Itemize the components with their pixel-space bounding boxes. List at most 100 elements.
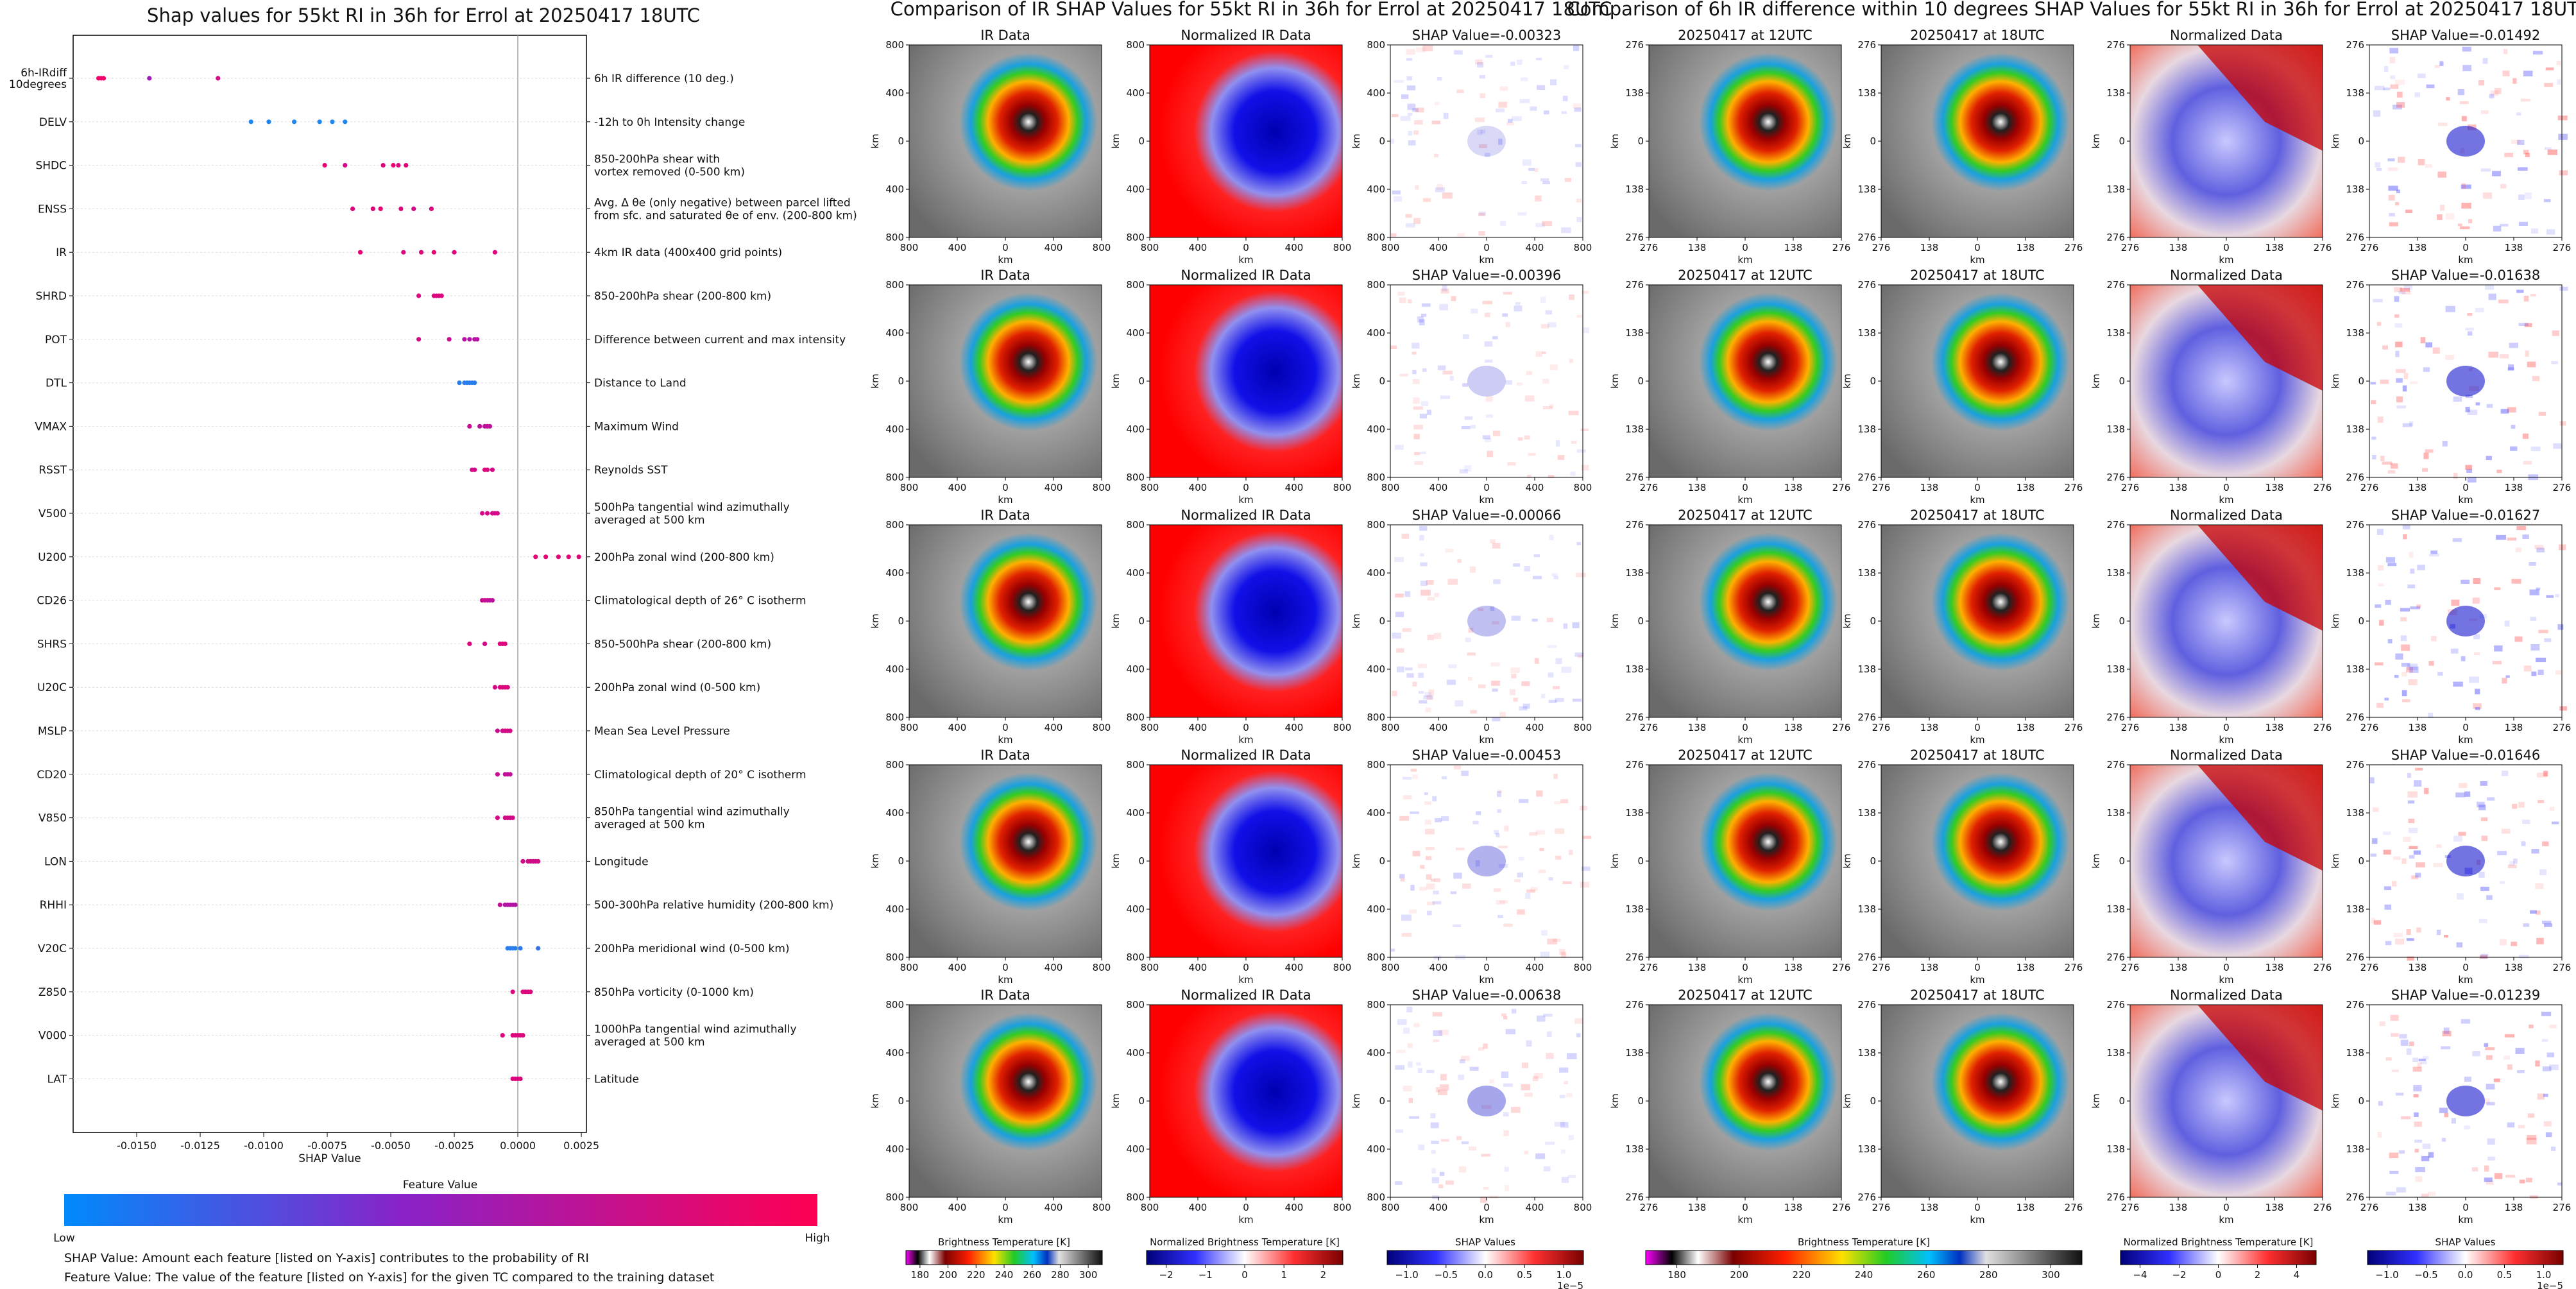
panel-title-shap: SHAP Value=-0.00638 <box>1412 987 1562 1003</box>
y-tick-label: 400 <box>1367 327 1385 339</box>
x-axis-label: km <box>1238 494 1253 506</box>
panel-title-ir: IR Data <box>980 28 1030 43</box>
shap-map <box>2369 45 2568 237</box>
y-tick-label: 276 <box>2106 39 2125 51</box>
y-axis-label: km <box>1841 373 1853 388</box>
y-axis-label: km <box>869 373 881 388</box>
x-tick-label: 800 <box>1141 482 1159 493</box>
x-tick-label: 138 <box>2169 722 2188 733</box>
colorbar-tick-label: −1 <box>1198 1269 1213 1281</box>
colorbar-tick-label: 180 <box>1668 1269 1686 1281</box>
y-tick-label: 138 <box>2346 807 2364 819</box>
y-tick-label: 0 <box>1138 375 1145 387</box>
x-tick-label: 0 <box>1974 482 1981 493</box>
y-tick-label: 800 <box>1367 999 1385 1011</box>
x-tick-label: 400 <box>1526 242 1544 253</box>
y-axis-label: km <box>869 1093 881 1108</box>
y-tick-label: 138 <box>1857 663 1876 675</box>
x-tick-label: 0 <box>1002 1202 1009 1213</box>
x-tick-label: 0 <box>1002 242 1009 253</box>
y-tick-label: 138 <box>1857 903 1876 915</box>
x-tick-label: 0 <box>1002 722 1009 733</box>
shap-point <box>357 250 363 255</box>
x-tick-label: 800 <box>1093 962 1111 973</box>
y-axis-label: km <box>1609 613 1621 628</box>
shap-point <box>528 989 533 994</box>
y-tick-label: 276 <box>1857 999 1876 1011</box>
shap-point <box>429 206 434 211</box>
colorbar-tick-label: 2 <box>1320 1269 1327 1281</box>
x-tick-label: 400 <box>1429 722 1448 733</box>
colorbar <box>2120 1250 2317 1265</box>
y-tick-label: 138 <box>1857 567 1876 579</box>
x-tick-label: 276 <box>2121 722 2140 733</box>
ir-12utc-image <box>1649 765 1841 957</box>
panel-title-diff-shap: SHAP Value=-0.01646 <box>2391 747 2541 763</box>
y-tick-label: 276 <box>2346 712 2364 723</box>
x-axis-label: km <box>2219 494 2233 506</box>
y-tick-label: 138 <box>2106 567 2125 579</box>
y-tick-label: 800 <box>1367 952 1385 963</box>
y-tick-label: 400 <box>885 663 904 675</box>
colorbar-tick-label: 0.5 <box>2497 1269 2512 1281</box>
x-axis-label: km <box>998 494 1012 506</box>
x-tick-label: 276 <box>2360 482 2379 493</box>
panel-title-diff-shap: SHAP Value=-0.01492 <box>2391 28 2541 43</box>
y-tick-label: 276 <box>2346 279 2364 291</box>
x-tick-label: 800 <box>900 482 919 493</box>
y-tick-label: 0 <box>2119 855 2125 867</box>
x-tick-label: 400 <box>948 1202 967 1213</box>
x-axis-label: km <box>1737 1214 1752 1225</box>
x-axis-label: km <box>1238 254 1253 266</box>
x-axis-label: km <box>2219 974 2233 986</box>
x-axis-label: km <box>1970 494 1984 506</box>
x-axis-label: km <box>1970 734 1984 746</box>
y-tick-label: 800 <box>1367 1191 1385 1203</box>
note-shap: SHAP Value: Amount each feature [listed … <box>64 1251 589 1265</box>
panel-title-shap: SHAP Value=-0.00323 <box>1412 28 1562 43</box>
x-tick-label: 138 <box>2505 482 2523 493</box>
x-tick-label: 400 <box>1189 482 1207 493</box>
colorbar-tick-label: 280 <box>1979 1269 1998 1281</box>
shap-map <box>2369 285 2568 483</box>
x-tick-label: 276 <box>2553 722 2572 733</box>
x-tick-label: 400 <box>1526 962 1544 973</box>
y-tick-label: 400 <box>1126 184 1145 195</box>
y-tick-label: 400 <box>1126 903 1145 915</box>
y-tick-label: 276 <box>2106 712 2125 723</box>
y-axis-label: km <box>2090 373 2102 388</box>
panel-title-normalized-ir: Normalized IR Data <box>1181 28 1311 43</box>
feature-description-label: averaged at 500 km <box>594 819 705 832</box>
x-tick-label: 800 <box>1141 962 1159 973</box>
colorbar-tick-label: −1.0 <box>2375 1269 2398 1281</box>
shap-point <box>411 206 416 211</box>
normalized-ir-image <box>1150 285 1342 477</box>
y-tick-label: 400 <box>1126 327 1145 339</box>
x-tick-label: 276 <box>1872 722 1891 733</box>
shap-point <box>101 76 107 81</box>
shap-point <box>543 554 549 559</box>
shap-point <box>502 641 508 647</box>
feature-name-label: SHRD <box>36 290 67 303</box>
x-axis-label: SHAP Value <box>298 1152 361 1165</box>
y-tick-label: 400 <box>1367 184 1385 195</box>
title-right: Comparison of 6h IR difference within 10… <box>1567 0 2576 20</box>
y-tick-label: 400 <box>885 1143 904 1155</box>
x-tick-label: 400 <box>1429 482 1448 493</box>
x-tick-label: 800 <box>1141 722 1159 733</box>
y-tick-label: 138 <box>1857 1047 1876 1059</box>
y-tick-label: 0 <box>2358 615 2364 627</box>
panel-title-shap: SHAP Value=-0.00066 <box>1412 508 1562 523</box>
y-tick-label: 138 <box>1857 807 1876 819</box>
feature-description-label: 850-200hPa shear (200-800 km) <box>594 290 771 303</box>
colorbar-label: Brightness Temperature [K] <box>1798 1236 1930 1248</box>
x-tick-label: 276 <box>1832 482 1851 493</box>
colorbar-tick-label: 180 <box>911 1269 930 1281</box>
shap-point <box>495 511 500 516</box>
shap-point <box>391 163 396 168</box>
y-tick-label: 138 <box>1857 184 1876 195</box>
x-tick-label: 138 <box>2265 482 2284 493</box>
